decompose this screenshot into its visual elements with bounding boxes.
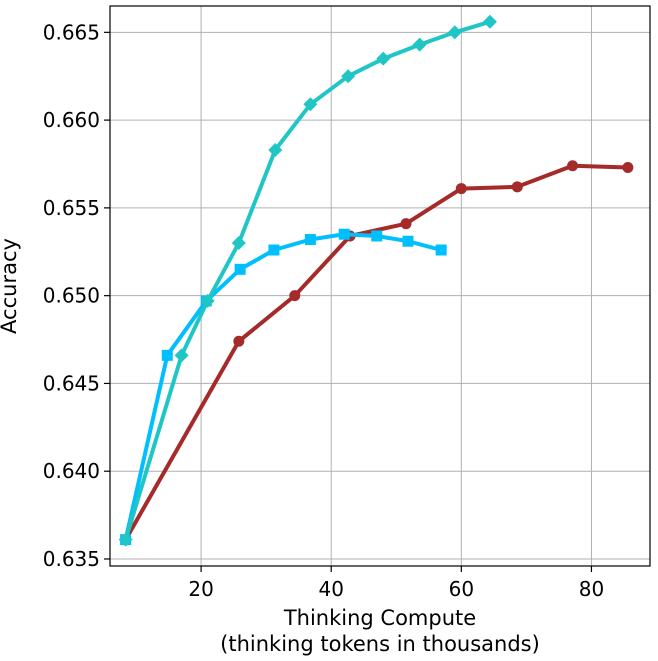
- y-tick-label: 0.640: [43, 459, 100, 483]
- x-tick-label: 80: [579, 577, 604, 601]
- ticks: 20 40 60 80 0.635 0.640 0.645 0.650 0.655 0.660 0.…: [43, 20, 604, 601]
- plot-background: [110, 6, 650, 566]
- x-tick-label: 20: [188, 577, 213, 601]
- data-point-circle: [511, 181, 523, 193]
- data-point-circle: [400, 218, 412, 230]
- data-point-square: [161, 349, 173, 361]
- grid: [110, 6, 650, 566]
- data-point-square: [435, 244, 447, 256]
- y-tick-label: 0.660: [43, 108, 100, 132]
- y-tick-label: 0.665: [43, 20, 100, 44]
- data-point-diamond: [482, 14, 497, 29]
- data-point-diamond: [341, 69, 356, 84]
- data-point-diamond: [174, 348, 189, 363]
- data-point-diamond: [200, 293, 215, 308]
- series-layer: [118, 14, 634, 547]
- y-tick-label: 0.650: [43, 284, 100, 308]
- x-axis-label-line2: (thinking tokens in thousands): [220, 632, 540, 656]
- data-point-circle: [622, 162, 634, 174]
- data-point-diamond: [268, 142, 283, 157]
- data-point-diamond: [231, 235, 246, 250]
- plot-frame: [109, 5, 651, 567]
- data-point-diamond: [376, 51, 391, 66]
- series-line-square: [123, 232, 442, 541]
- y-tick-label: 0.645: [43, 371, 100, 395]
- y-tick-label: 0.655: [43, 196, 100, 220]
- data-point-diamond: [447, 25, 462, 40]
- data-point-square: [268, 244, 280, 256]
- x-tick-label: 40: [318, 577, 343, 601]
- data-point-circle: [567, 160, 579, 172]
- data-point-circle: [455, 183, 467, 195]
- data-point-square: [234, 263, 246, 275]
- data-point-diamond: [412, 37, 427, 52]
- data-point-circle: [289, 290, 301, 302]
- data-point-square: [304, 233, 316, 245]
- data-point-circle: [233, 335, 245, 347]
- data-point-diamond: [118, 532, 133, 547]
- data-point-square: [371, 230, 383, 242]
- y-tick-label: 0.635: [43, 547, 100, 571]
- x-axis-label-line1: Thinking Compute: [283, 606, 476, 630]
- data-point-square: [338, 228, 350, 240]
- data-point-diamond: [303, 97, 318, 112]
- data-point-square: [402, 235, 414, 247]
- x-tick-label: 60: [449, 577, 474, 601]
- y-axis-label: Accuracy: [0, 238, 21, 334]
